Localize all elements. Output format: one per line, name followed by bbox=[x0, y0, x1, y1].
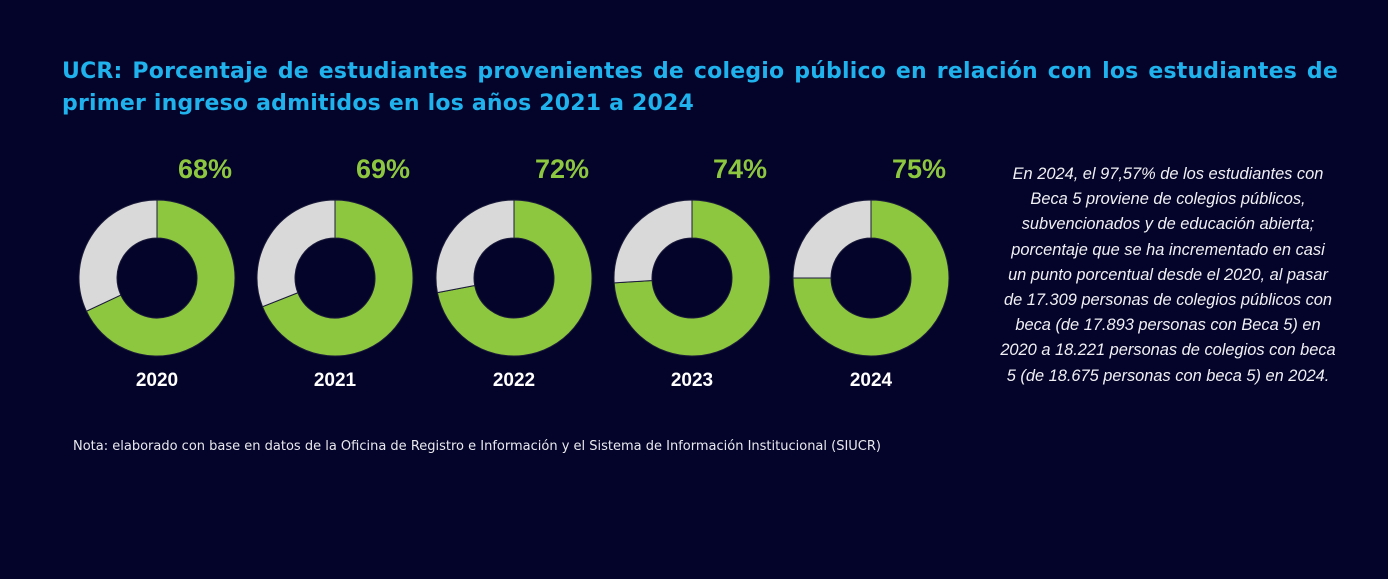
slice-public-2022 bbox=[436, 199, 593, 357]
donut-2023 bbox=[613, 199, 771, 357]
year-label-2023: 2023 bbox=[670, 370, 714, 391]
donut-2022 bbox=[435, 199, 593, 357]
value-label-2023: 74% bbox=[713, 154, 768, 184]
slice-other-2021 bbox=[256, 199, 336, 308]
slice-public-2020 bbox=[85, 199, 236, 357]
slice-other-2022 bbox=[435, 199, 515, 294]
donut-2021 bbox=[256, 199, 414, 357]
donut-2024 bbox=[792, 199, 950, 357]
slice-other-2024 bbox=[792, 199, 872, 279]
source-note: Nota: elaborado con base en datos de la … bbox=[73, 439, 881, 454]
year-label-2020: 2020 bbox=[135, 370, 179, 391]
chart-title: UCR: Porcentaje de estudiantes provenien… bbox=[62, 59, 1338, 116]
year-label-2024: 2024 bbox=[849, 370, 893, 391]
value-label-2024: 75% bbox=[892, 154, 947, 184]
slice-public-2024 bbox=[792, 199, 950, 357]
year-label-2021: 2021 bbox=[313, 370, 357, 391]
slice-public-2021 bbox=[261, 199, 414, 357]
donut-2020 bbox=[78, 199, 236, 357]
value-label-2021: 69% bbox=[356, 154, 411, 184]
slice-other-2023 bbox=[613, 199, 693, 284]
year-label-2022: 2022 bbox=[492, 370, 536, 391]
slice-public-2023 bbox=[613, 199, 771, 357]
side-commentary: En 2024, el 97,57% de los estudiantes co… bbox=[1000, 165, 1336, 385]
slice-other-2020 bbox=[78, 199, 158, 312]
value-label-2020: 68% bbox=[178, 154, 233, 184]
donut-charts: 68% 2020 69% 2021 72% 2022 74% 2023 75% 2024 bbox=[78, 154, 950, 391]
value-label-2022: 72% bbox=[535, 154, 590, 184]
